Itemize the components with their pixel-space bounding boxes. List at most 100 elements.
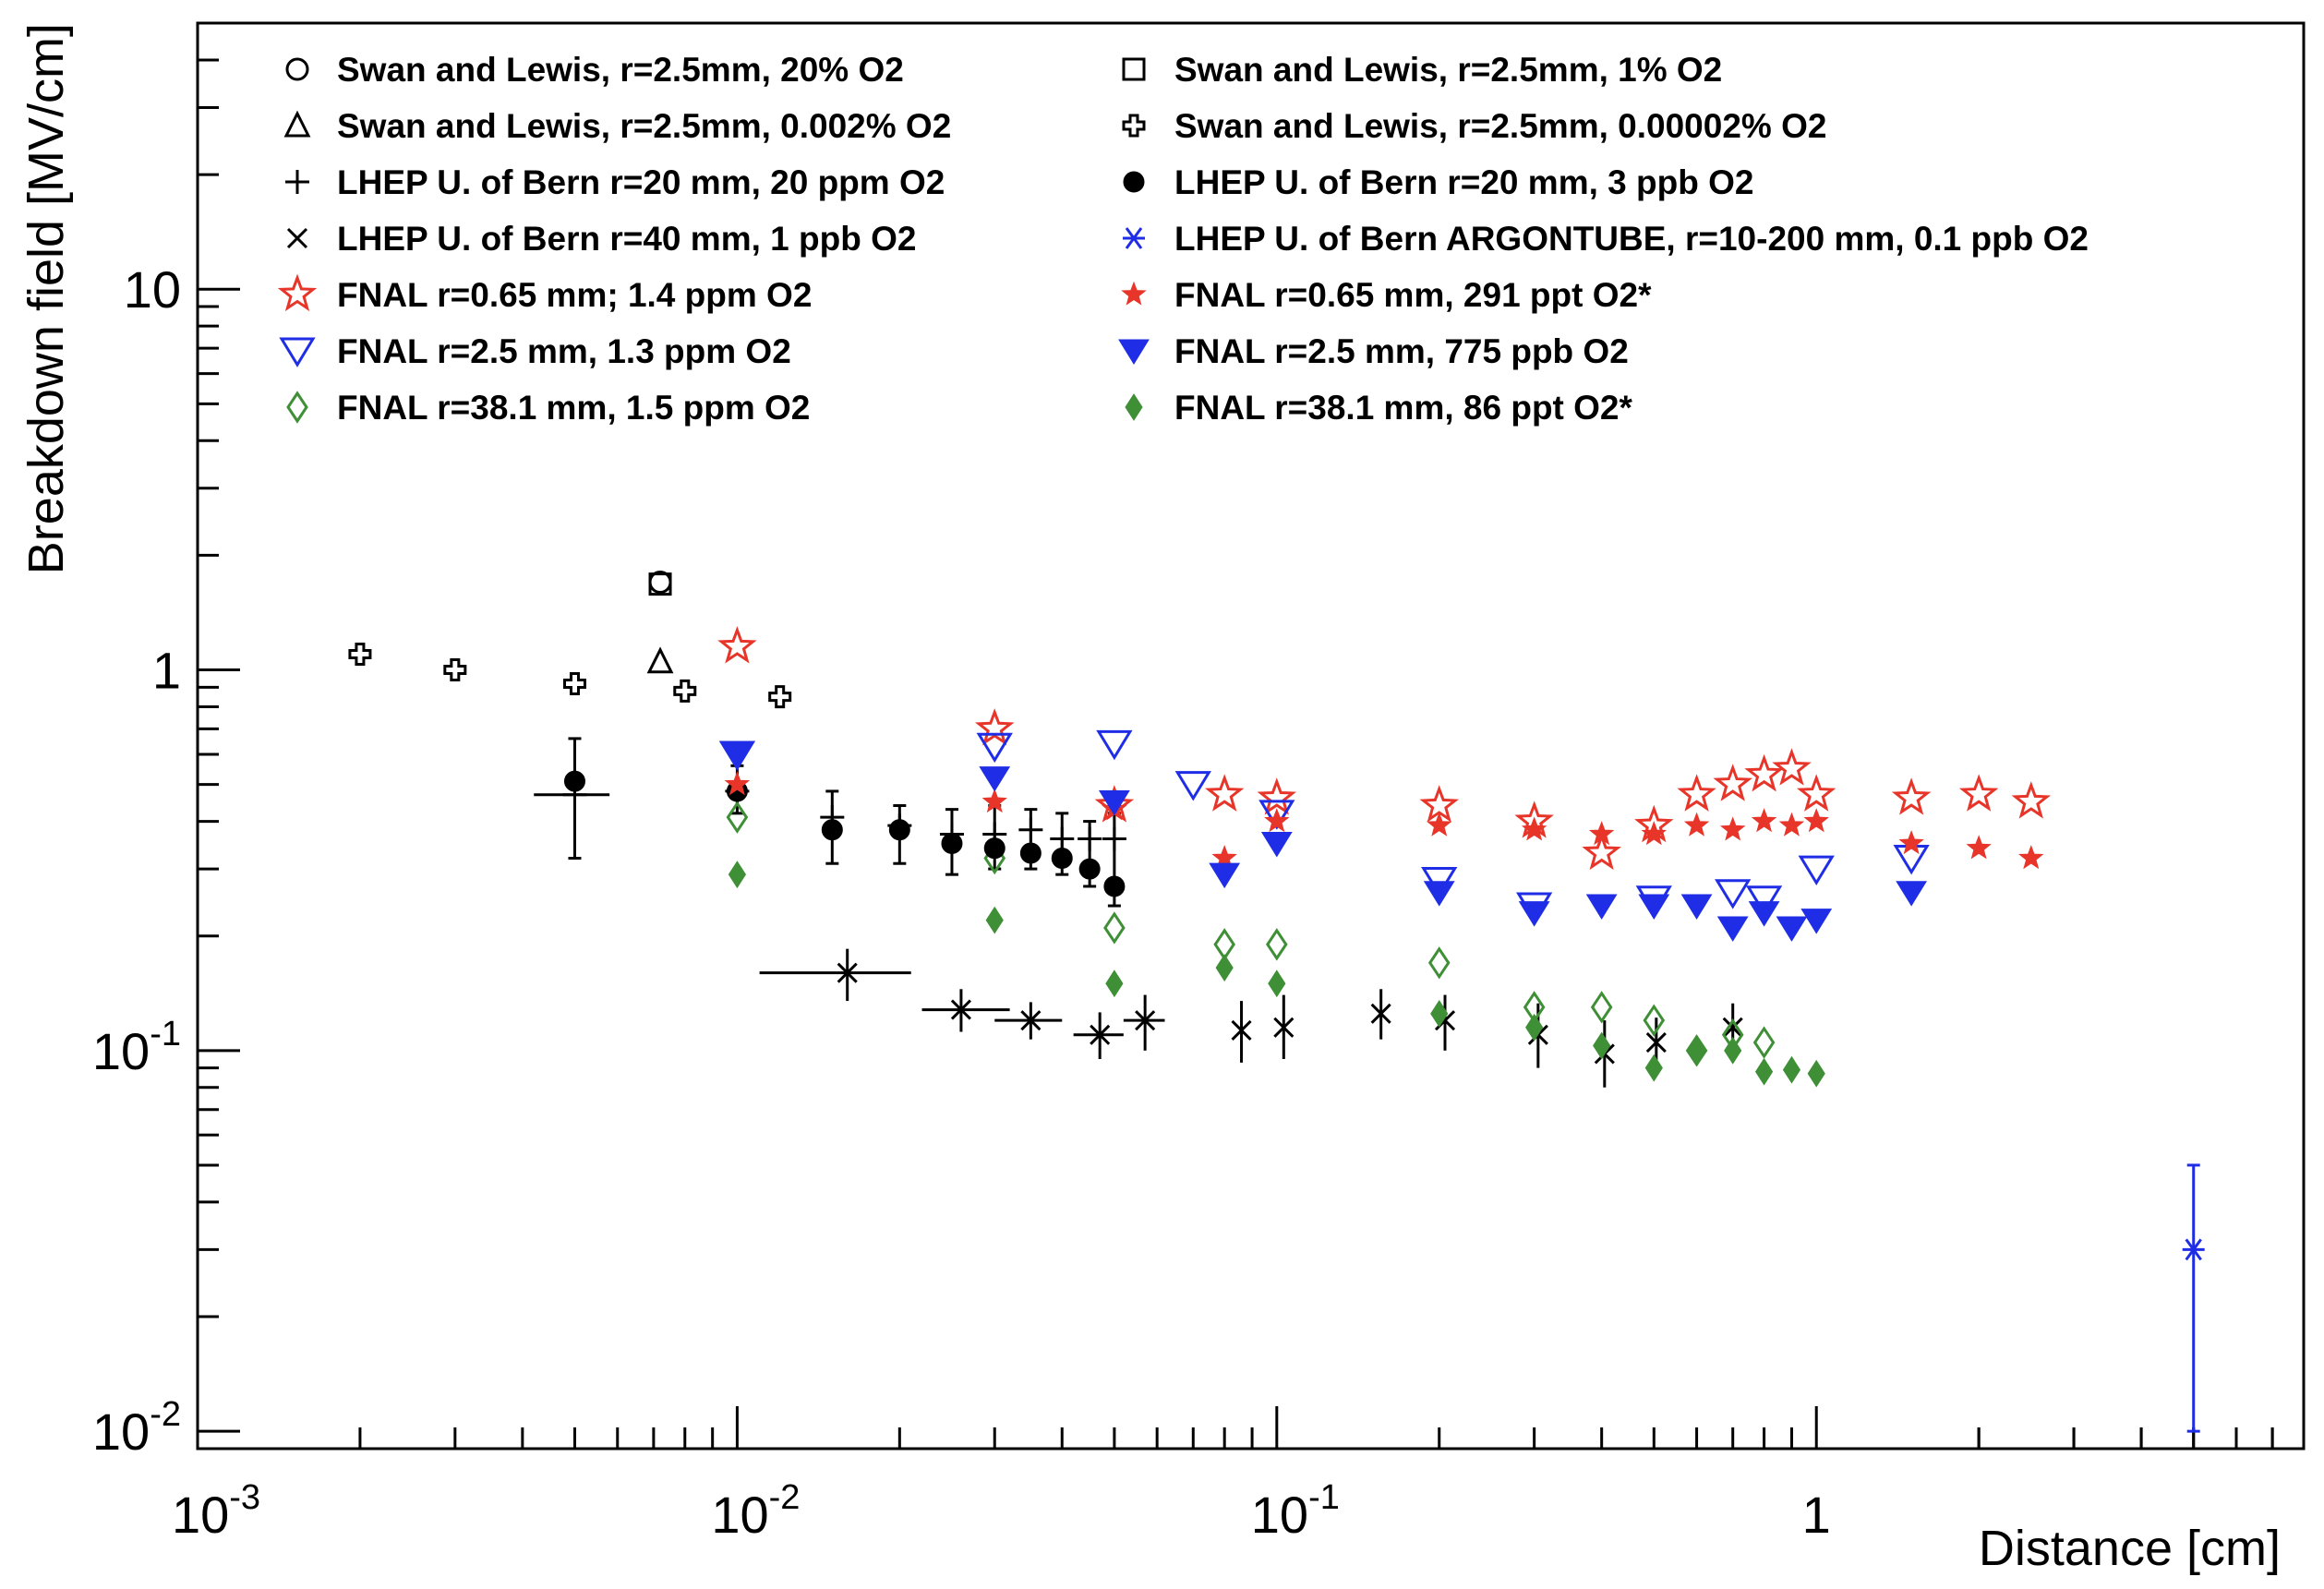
data-point: [443, 658, 467, 682]
y-axis-title: Breakdown field [MV/cm]: [18, 23, 74, 574]
legend-marker: [283, 110, 311, 138]
data-point: [1105, 969, 1124, 998]
data-point: [1754, 1057, 1774, 1086]
data-point: [721, 742, 753, 768]
data-point: [1751, 808, 1777, 833]
data-point: [1078, 826, 1102, 851]
data-point: [1645, 1032, 1667, 1053]
data-point: [1020, 1010, 1042, 1031]
data-point: [1525, 1013, 1544, 1041]
data-point: [1582, 832, 1621, 871]
data-point: [1050, 826, 1075, 851]
data-point: [1266, 928, 1288, 961]
data-point: [821, 819, 843, 841]
data-point: [1427, 812, 1452, 837]
legend-marker: [1122, 57, 1146, 81]
data-point: [1722, 1017, 1743, 1038]
data-point: [1782, 1055, 1801, 1084]
data-point: [1103, 875, 1126, 897]
data-point: [1096, 729, 1133, 761]
x-tick-label: 10-2: [711, 1478, 800, 1544]
legend-marker: [1123, 171, 1145, 193]
data-point: [348, 642, 372, 666]
data-point: [1685, 1034, 1708, 1067]
data-point: [1273, 1017, 1294, 1038]
data-point: [1896, 881, 1928, 907]
data-point: [1796, 774, 1836, 812]
legend-marker: [1122, 114, 1146, 138]
data-point: [1264, 808, 1290, 833]
data-point: [1135, 1010, 1156, 1031]
legend-label: FNAL r=2.5 mm, 775 ppb O2: [1174, 332, 1629, 370]
data-point: [979, 766, 1011, 792]
legend-label: Swan and Lewis, r=2.5mm, 20% O2: [337, 51, 904, 89]
data-point: [717, 626, 757, 664]
data-point: [1891, 777, 1932, 815]
legend-label: LHEP U. of Bern r=40 mm, 1 ppb O2: [337, 220, 916, 258]
data-point: [1585, 894, 1618, 921]
data-point: [1772, 748, 1812, 786]
data-point: [1687, 1036, 1706, 1065]
data-point: [1719, 816, 1746, 841]
data-point: [1778, 812, 1805, 837]
data-point: [1715, 879, 1752, 909]
data-point: [1677, 774, 1716, 812]
data-point: [941, 832, 963, 854]
x-axis-title: Distance [cm]: [1979, 1521, 2281, 1576]
data-point: [1593, 1031, 1611, 1060]
data-point: [1638, 894, 1670, 921]
data-point: [1370, 1003, 1391, 1024]
data-point: [1803, 808, 1829, 833]
data-point: [1098, 789, 1130, 816]
data-point: [1966, 835, 1992, 860]
data-point: [1807, 1059, 1825, 1088]
data-point: [1588, 821, 1615, 846]
legend-label: FNAL r=0.65 mm; 1.4 ppm O2: [337, 276, 812, 314]
plot-frame: [196, 21, 2306, 1451]
x-tick-label: 10-1: [1251, 1478, 1340, 1544]
data-point: [1427, 946, 1451, 980]
data-point: [728, 861, 747, 889]
legend-label: FNAL r=0.65 mm, 291 ppt O2*: [1174, 276, 1652, 314]
data-point: [1103, 911, 1126, 945]
legend-label: Swan and Lewis, r=2.5mm, 0.002% O2: [337, 107, 951, 145]
legend-marker: [286, 391, 308, 424]
data-point: [1683, 812, 1710, 837]
data-point: [1644, 1053, 1663, 1082]
legend-label: LHEP U. of Bern ARGONTUBE, r=10-200 mm, …: [1174, 220, 2089, 258]
data-point: [1590, 991, 1613, 1024]
x-tick-label: 10-3: [172, 1478, 260, 1544]
data-point: [983, 837, 1005, 860]
data-point: [1430, 999, 1449, 1028]
legend-label: Swan and Lewis, r=2.5mm, 1% O2: [1174, 51, 1722, 89]
data-point: [1521, 816, 1547, 841]
data-point: [1205, 774, 1245, 812]
data-point: [1090, 1024, 1111, 1045]
legend-label: FNAL r=38.1 mm, 86 ppt O2*: [1174, 389, 1633, 427]
x-tick-label: 1: [1802, 1486, 1831, 1544]
data-point: [562, 671, 586, 695]
data-point: [648, 572, 672, 596]
data-point: [724, 771, 751, 796]
data-point: [1680, 894, 1713, 921]
data-point: [1798, 855, 1835, 885]
data-point: [976, 732, 1013, 764]
legend-label: LHEP U. of Bern r=20 mm, 3 ppb O2: [1174, 163, 1753, 201]
data-point: [981, 788, 1007, 813]
data-point: [2018, 845, 2044, 870]
legend-label: LHEP U. of Bern r=20 mm, 20 ppm O2: [337, 163, 945, 201]
data-point: [1423, 881, 1455, 907]
y-tick-label: 10: [124, 260, 181, 319]
data-point: [837, 962, 858, 983]
legend-label: FNAL r=38.1 mm, 1.5 ppm O2: [337, 389, 810, 427]
data-point: [1748, 901, 1780, 927]
data-point: [1018, 817, 1043, 842]
legend-marker: [279, 337, 316, 367]
data-point: [1260, 831, 1293, 858]
data-point: [646, 646, 674, 674]
data-point: [950, 999, 971, 1020]
data-point: [1958, 774, 1999, 812]
data-point: [1898, 830, 1924, 855]
data-point: [1102, 826, 1126, 851]
legend-marker: [286, 227, 308, 249]
